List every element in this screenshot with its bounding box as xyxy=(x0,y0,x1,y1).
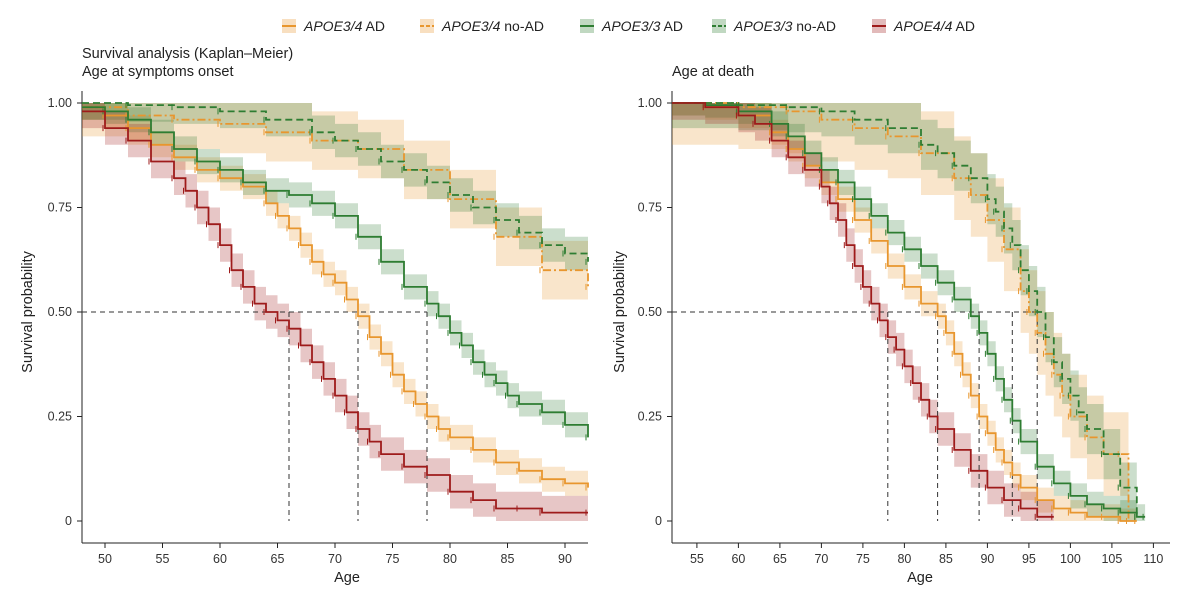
x-tick-label: 95 xyxy=(1022,552,1036,566)
survival-curve-e33_ad xyxy=(82,106,589,438)
x-tick-label: 70 xyxy=(328,552,342,566)
x-tick-label: 55 xyxy=(156,552,170,566)
x-tick-label: 105 xyxy=(1101,552,1122,566)
legend-label: APOE4/4 AD xyxy=(893,18,975,34)
right-x-axis-title: Age xyxy=(907,570,933,586)
legend-label: APOE3/3 no-AD xyxy=(733,18,836,34)
panel-right-subtitle: Age at death xyxy=(672,64,754,80)
x-tick-label: 65 xyxy=(773,552,787,566)
y-tick-label: 1.00 xyxy=(48,96,72,110)
right-y-axis-title: Survival probability xyxy=(612,250,628,372)
x-tick-label: 110 xyxy=(1143,552,1163,566)
survival-curve-e44_ad xyxy=(672,102,1054,518)
x-tick-label: 65 xyxy=(271,552,285,566)
panel-right-plot: 55 60 65 70 75 80 85 90 95 100 105 110 0 0.25 0.50 0.75… xyxy=(638,91,1170,566)
x-tick-label: 60 xyxy=(731,552,745,566)
x-tick-label: 55 xyxy=(690,552,704,566)
left-y-axis-title: Survival probability xyxy=(20,250,36,372)
survival-curve-e33_ad xyxy=(672,102,1146,518)
y-tick-label: 0.75 xyxy=(48,201,72,215)
y-tick-label: 0.25 xyxy=(48,410,72,424)
y-tick-label: 0 xyxy=(65,514,72,528)
survival-curve-e34_ad xyxy=(82,106,589,488)
panel-left-plot: 50 55 60 65 70 75 80 85 90 0 0.25 0.50 0.75 1.00 xyxy=(48,91,589,566)
ci-band-e33_ad xyxy=(82,103,588,450)
y-tick-label: 0 xyxy=(655,514,662,528)
y-tick-label: 0.25 xyxy=(638,410,662,424)
survival-curve-e33_noad xyxy=(672,102,1138,517)
ci-band-e34_noad xyxy=(82,103,588,317)
x-tick-label: 80 xyxy=(443,552,457,566)
left-x-axis-title: Age xyxy=(334,570,360,586)
x-tick-label: 75 xyxy=(856,552,870,566)
legend-item: APOE3/3 AD xyxy=(580,18,683,34)
panel-left-subtitle: Age at symptoms onset xyxy=(82,64,234,80)
x-tick-label: 70 xyxy=(814,552,828,566)
legend-item: APOE3/4 no-AD xyxy=(420,18,544,34)
x-tick-label: 85 xyxy=(501,552,515,566)
y-tick-label: 0.50 xyxy=(48,305,72,319)
ci-band-e34_ad xyxy=(82,103,588,501)
legend-label: APOE3/3 AD xyxy=(601,18,683,34)
x-tick-label: 80 xyxy=(897,552,911,566)
y-tick-label: 1.00 xyxy=(638,96,662,110)
y-tick-label: 0.75 xyxy=(638,201,662,215)
x-tick-label: 75 xyxy=(386,552,400,566)
x-tick-label: 50 xyxy=(98,552,112,566)
legend: APOE3/4 AD APOE3/4 no-AD APOE3/3 AD APOE3/3… xyxy=(282,18,975,34)
ci-band-e34_noad xyxy=(672,103,1129,521)
x-tick-label: 90 xyxy=(980,552,994,566)
ci-band-e33_noad xyxy=(672,103,1137,521)
x-tick-label: 85 xyxy=(939,552,953,566)
legend-item: APOE3/4 AD xyxy=(282,18,385,34)
x-tick-label: 100 xyxy=(1060,552,1081,566)
survival-curve-e44_ad xyxy=(82,110,588,514)
x-tick-label: 60 xyxy=(213,552,227,566)
survival-curve-e33_noad xyxy=(82,102,589,262)
y-tick-label: 0.50 xyxy=(638,305,662,319)
legend-item: APOE3/3 no-AD xyxy=(712,18,836,34)
panel-left-title: Survival analysis (Kaplan–Meier) xyxy=(82,46,293,62)
legend-label: APOE3/4 no-AD xyxy=(441,18,544,34)
survival-curve-e34_noad xyxy=(672,102,1130,521)
x-tick-label: 90 xyxy=(558,552,572,566)
legend-item: APOE4/4 AD xyxy=(872,18,975,34)
legend-label: APOE3/4 AD xyxy=(303,18,385,34)
